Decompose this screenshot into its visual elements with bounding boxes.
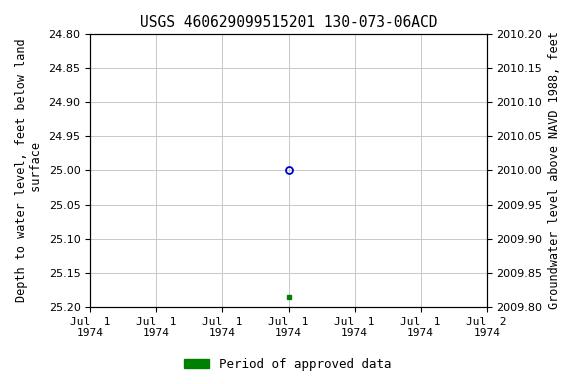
Y-axis label: Groundwater level above NAVD 1988, feet: Groundwater level above NAVD 1988, feet bbox=[548, 31, 561, 310]
Legend: Period of approved data: Period of approved data bbox=[179, 353, 397, 376]
Title: USGS 460629099515201 130-073-06ACD: USGS 460629099515201 130-073-06ACD bbox=[140, 15, 437, 30]
Y-axis label: Depth to water level, feet below land
 surface: Depth to water level, feet below land su… bbox=[15, 39, 43, 302]
